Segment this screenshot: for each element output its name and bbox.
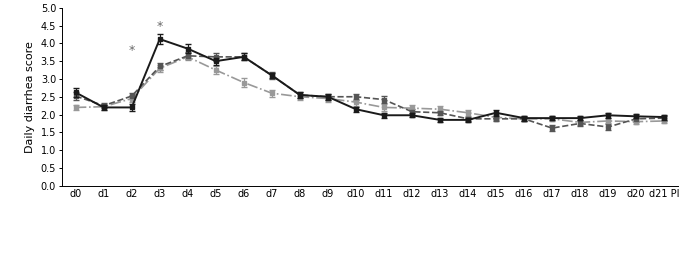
Y-axis label: Daily diarrhea score: Daily diarrhea score <box>25 41 35 153</box>
Text: *: * <box>129 44 135 57</box>
Text: *: * <box>157 20 163 33</box>
